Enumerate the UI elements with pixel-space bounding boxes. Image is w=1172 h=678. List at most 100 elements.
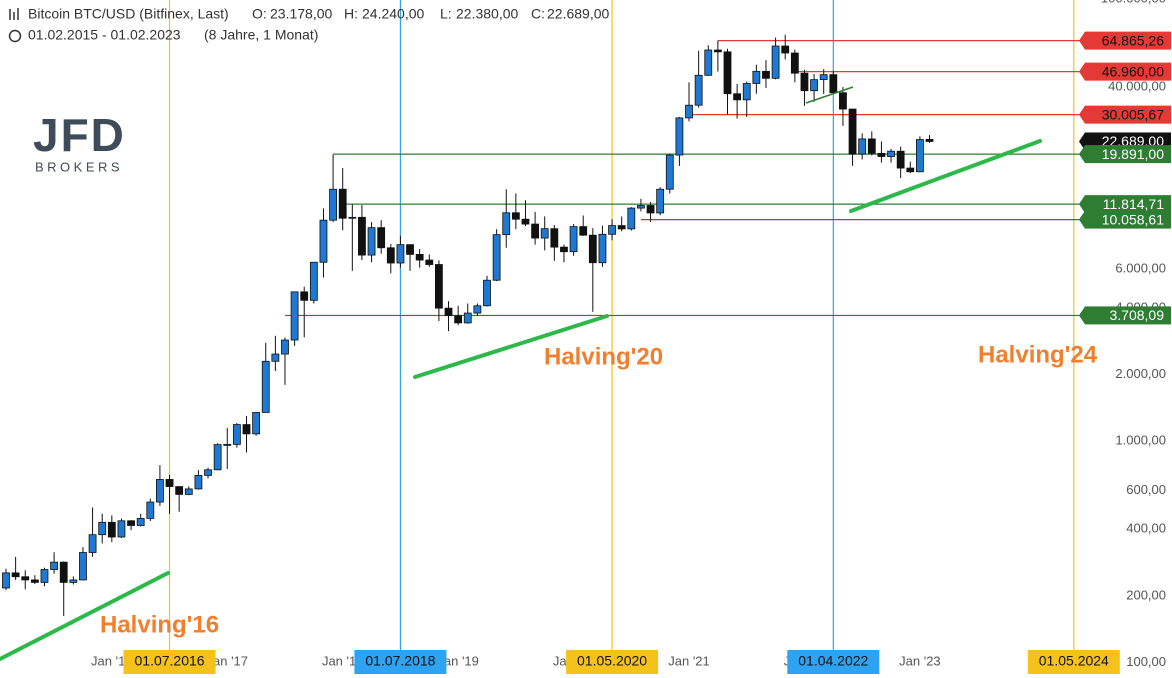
price-tag <box>1085 306 1171 325</box>
candle-body <box>271 353 280 362</box>
price-tag-label: 46.960,00 <box>1102 63 1164 79</box>
price-tag-arrow <box>1079 145 1085 164</box>
date-marker-label: 01.05.2024 <box>1039 653 1109 669</box>
candle-body <box>329 188 337 221</box>
candle-body <box>646 205 655 214</box>
y-tick-label: 40.000,00 <box>1108 78 1166 93</box>
candle-body <box>819 74 828 81</box>
candle-body <box>502 212 511 236</box>
candle-body <box>569 226 578 253</box>
candle-body <box>415 254 424 261</box>
price-tag <box>1085 105 1171 124</box>
candle-body <box>377 227 386 249</box>
candle-body <box>30 579 39 583</box>
candle-body <box>617 225 626 230</box>
candle-body <box>358 216 366 256</box>
candle-body <box>762 70 770 79</box>
candle-body <box>156 479 164 503</box>
candle-body <box>800 72 809 92</box>
candle-body <box>88 534 97 553</box>
candle-body <box>175 486 184 495</box>
candle-body <box>925 139 934 142</box>
header: Bitcoin BTC/USD (Bitfinex, Last) O: 23.1… <box>8 6 609 43</box>
candle-body <box>858 138 867 155</box>
y-tick-label: 6.000,00 <box>1115 261 1166 276</box>
annotation: Halving'24 <box>978 341 1098 368</box>
candle-body <box>261 360 270 413</box>
candle-body <box>127 520 135 526</box>
candle-body <box>386 247 395 264</box>
date-marker-box <box>123 650 216 674</box>
candle-body <box>367 227 376 256</box>
instrument: Bitcoin BTC/USD (Bitfinex, Last) <box>28 6 229 22</box>
candle-body <box>223 443 232 446</box>
price-tag-arrow <box>1079 306 1085 325</box>
candle-body <box>810 79 818 92</box>
y-tick-label: 2.000,00 <box>1115 366 1166 381</box>
candle-body <box>79 552 87 581</box>
candle-body <box>839 92 847 110</box>
candle-body <box>887 150 895 157</box>
candle-body <box>213 444 222 471</box>
price-tag <box>1085 210 1171 229</box>
price-tag-arrow <box>1079 105 1085 124</box>
candle-body <box>136 517 145 526</box>
candle-body <box>338 188 347 219</box>
candle-body <box>98 521 107 536</box>
candle-body <box>473 305 482 314</box>
chart-icon <box>9 8 19 20</box>
ohlc-key: O: <box>252 6 267 22</box>
trend-line <box>805 86 854 104</box>
price-tag-label: 3.708,09 <box>1110 307 1165 323</box>
foreground-layer: Halving'16 Halving'20 Halving'24 Bitcoin… <box>0 6 1171 674</box>
date-marker-label: 01.05.2020 <box>577 653 647 669</box>
y-tick-label: 600,00 <box>1126 482 1166 497</box>
clock-icon <box>8 29 22 43</box>
trend-line <box>849 139 1042 213</box>
x-tick-label: Jan '21 <box>668 653 710 668</box>
candle-body <box>742 83 751 101</box>
ohlc-value: 23.178,00 <box>270 6 332 22</box>
candle-body <box>848 108 857 155</box>
candle-body <box>608 225 616 235</box>
y-tick-label: 200,00 <box>1126 587 1166 602</box>
date-marker-box <box>354 650 447 674</box>
candle-body <box>752 70 761 84</box>
candle-body <box>290 291 299 341</box>
candle-body <box>598 233 607 264</box>
candle-body <box>627 207 636 230</box>
date-marker-label: 01.04.2022 <box>798 653 868 669</box>
price-tag-label: 10.058,61 <box>1102 211 1164 227</box>
candle-body <box>550 228 559 248</box>
price-tag <box>1085 62 1171 81</box>
candle-body <box>406 244 414 255</box>
date-marker-box <box>1027 650 1120 674</box>
candle-body <box>50 561 58 570</box>
annotation: Halving'20 <box>544 343 663 370</box>
candle-body <box>588 234 597 264</box>
candle-body <box>11 572 20 578</box>
candle-body <box>511 212 520 220</box>
candle-body <box>21 576 30 581</box>
x-tick-label: Jan '23 <box>899 653 941 668</box>
price-tag-arrow <box>1079 132 1085 151</box>
price-tag <box>1085 145 1171 164</box>
candle-body <box>492 234 501 281</box>
candle-body <box>40 569 49 583</box>
candle-body <box>656 188 665 214</box>
candle-body <box>232 424 241 445</box>
candle-body <box>194 474 203 490</box>
candle-body <box>560 246 568 253</box>
ohlc-value: 24.240,00 <box>362 6 424 22</box>
ohlc-value: 22.380,00 <box>456 6 518 22</box>
candle-body <box>540 228 549 239</box>
candle-body <box>204 469 212 476</box>
x-tick-label: Jan '16 <box>91 653 133 668</box>
price-tag <box>1085 195 1171 214</box>
duration: (8 Jahre, 1 Monat) <box>204 27 318 43</box>
candle-body <box>319 219 328 263</box>
x-tick-label: Jan '17 <box>207 653 249 668</box>
candle-body <box>242 424 251 435</box>
